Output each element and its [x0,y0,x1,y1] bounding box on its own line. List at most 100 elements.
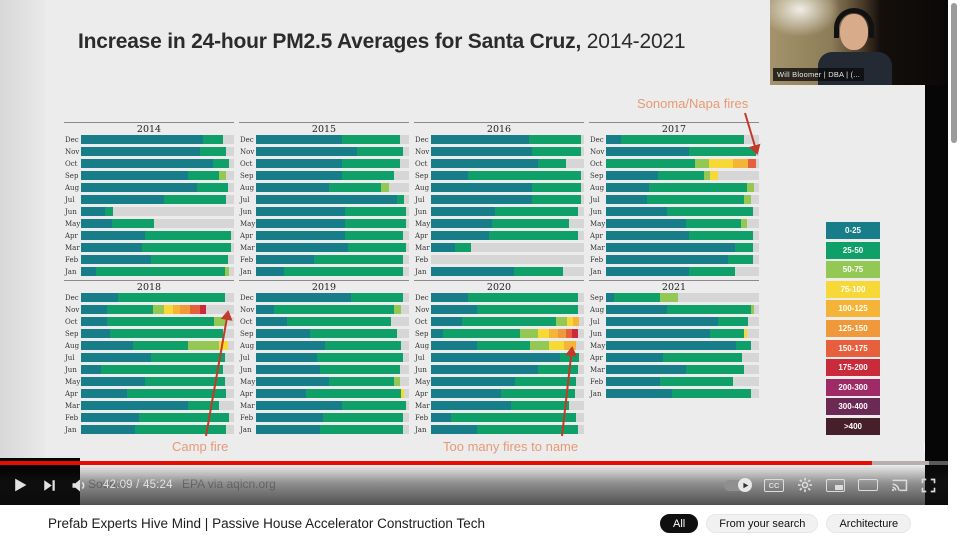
filter-chip-from-your-search[interactable]: From your search [706,514,819,533]
bar-segment [659,377,733,386]
month-label: Apr [590,353,603,362]
bar-segment [606,377,660,386]
bar-segment [283,267,403,276]
volume-button[interactable] [71,478,89,493]
bar-segment [510,401,569,410]
bar-track [81,353,234,362]
theater-button[interactable] [858,479,878,491]
bar-segment [431,353,560,362]
month-label: Aug [240,341,255,350]
captions-button[interactable]: CC [764,478,784,492]
month-label: Aug [590,183,605,192]
bar-segment [571,329,578,338]
video-pillarbox [925,0,948,505]
settings-button[interactable] [797,477,813,493]
bar-segment [573,317,580,326]
month-bar-Nov-2015: Nov [239,147,409,156]
month-label: Jul [415,353,425,362]
bar-segment [431,231,490,240]
month-label: Apr [590,231,603,240]
bar-track [256,413,409,422]
bar-track [431,159,584,168]
bar-segment [443,329,520,338]
month-bar-Oct-2018: Oct [64,317,234,326]
cast-button[interactable] [891,478,908,492]
month-bar-Oct-2015: Oct [239,159,409,168]
bar-segment [218,341,228,350]
cc-icon: CC [768,480,780,490]
video-title: Prefab Experts Hive Mind | Passive House… [48,516,485,531]
bar-track [431,365,584,374]
video-player[interactable]: Increase in 24-hour PM2.5 Averages for S… [0,0,948,505]
month-label: Aug [240,183,255,192]
bar-track [81,377,234,386]
bar-segment [431,207,496,216]
bar-segment [314,255,403,264]
bar-segment [180,305,190,314]
month-label: Apr [65,231,78,240]
year-panel-2018: 2018 Dec Nov Oct Sep Aug Jul Jun May Apr Mar Feb Jan [64,280,234,437]
bar-segment [81,267,97,276]
bar-segment [81,329,111,338]
bar-segment [538,365,578,374]
month-label: Jan [240,267,252,276]
month-bar-Nov-2020: Nov [414,305,584,314]
bar-segment [431,329,444,338]
month-bar-May-2015: May [239,219,409,228]
autoplay-toggle[interactable] [724,478,752,492]
month-bar-Jan-2020: Jan [414,425,584,434]
month-label: Mar [415,401,430,410]
month-bar-Sep-2017: Sep [589,171,759,180]
window-light [770,0,840,37]
year-panel-title: 2016 [414,122,584,135]
bar-track [256,135,409,144]
bar-segment [606,159,695,168]
month-bar-Feb-2017: Feb [589,255,759,264]
bar-segment [81,293,118,302]
bar-segment [531,195,581,204]
next-button[interactable] [42,478,57,493]
bar-segment [743,195,752,204]
miniplayer-button[interactable] [826,478,845,492]
month-bar-Oct-2016: Oct [414,159,584,168]
month-label: Feb [415,413,429,422]
month-bar-Mar-2016: Mar [414,243,584,252]
month-bar-Jun-2019: Jun [239,365,409,374]
bar-track [81,195,234,204]
bar-segment [519,329,539,338]
bar-track [606,135,759,144]
filter-chip-architecture[interactable]: Architecture [826,514,912,533]
month-bar-Jun-2020: Jun [414,365,584,374]
month-label: Apr [415,389,428,398]
bar-segment [489,231,578,240]
bar-track [606,255,759,264]
month-bar-Oct-2020: Oct [414,317,584,326]
month-label: Jan [415,267,427,276]
bar-segment [606,255,729,264]
page-scrollbar[interactable] [951,3,957,143]
bar-segment [81,353,152,362]
bar-segment [431,195,532,204]
filter-chip-all[interactable]: All [660,514,699,533]
bar-track [606,377,759,386]
bar-track [606,389,759,398]
month-label: Jun [240,365,252,374]
progress-bar[interactable] [0,461,948,465]
month-bar-Mar-2019: Mar [239,401,409,410]
fullscreen-button[interactable] [921,478,936,493]
month-label: Feb [415,255,429,264]
bar-segment [256,171,342,180]
month-label: Apr [415,231,428,240]
bar-segment [81,413,140,422]
play-button[interactable] [12,477,28,493]
skip-next-icon [44,479,55,491]
month-label: Sep [240,329,254,338]
bar-track [431,243,584,252]
page-below-video: Prefab Experts Hive Mind | Passive House… [0,505,960,540]
cast-icon [891,479,908,492]
bar-segment [256,293,351,302]
legend-item-300-400: 300-400 [826,398,880,416]
bar-segment [126,389,227,398]
bar-segment [274,305,394,314]
month-label: May [590,219,606,228]
